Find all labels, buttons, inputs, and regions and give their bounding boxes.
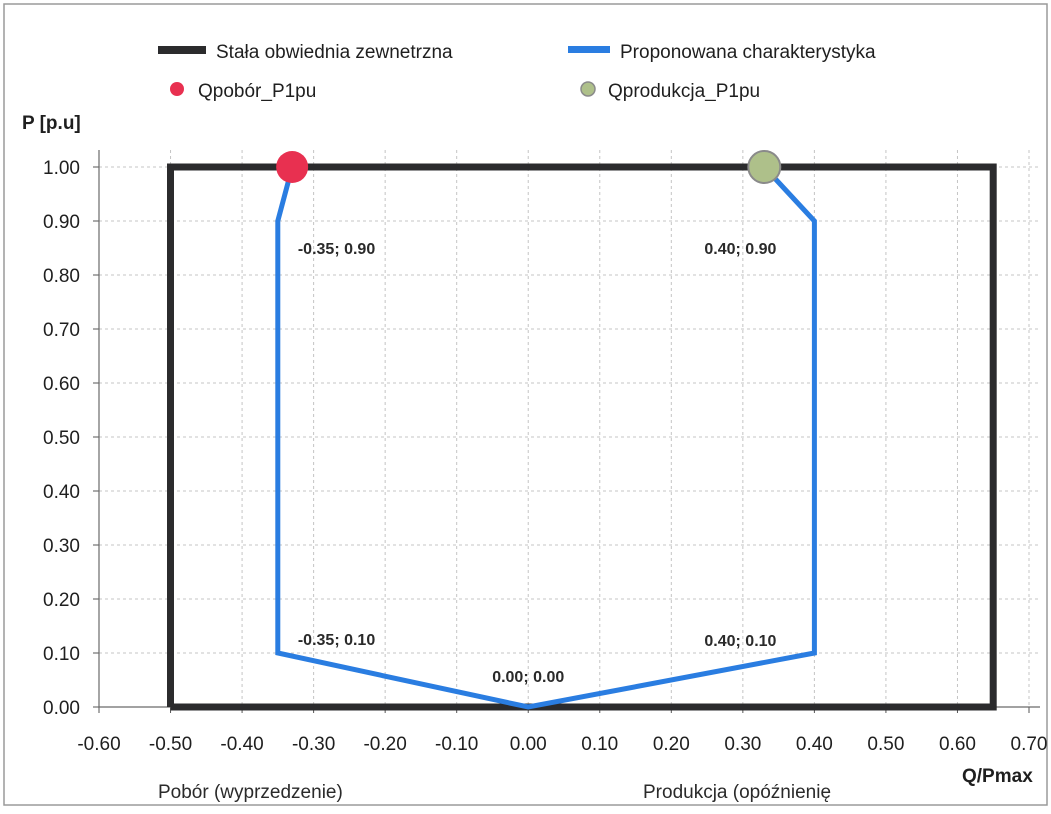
annotation-layer: -0.35; 0.90 0.40; 0.90 -0.35; 0.10 0.40; 0.… <box>298 241 777 686</box>
legend-swatch-proposed <box>568 46 610 53</box>
x-tick-label: 0.50 <box>867 734 904 755</box>
series-layer <box>167 163 997 711</box>
legend-marker-qprodukcja <box>580 81 596 97</box>
legend-marker-qpobor <box>170 82 184 96</box>
y-tick-label: 0.20 <box>43 590 80 611</box>
region-label-right: Produkcja (opóźnienię <box>643 782 831 803</box>
data-label: 0.40; 0.90 <box>704 241 776 258</box>
chart-border <box>3 3 1048 806</box>
x-tick-label: 0.40 <box>796 734 833 755</box>
legend: Stała obwiednia zewnetrzna Proponowana c… <box>158 42 876 102</box>
tick-labels: 0.00 0.10 0.20 0.30 0.40 0.50 0.60 0.70 0.80 0.90… <box>43 158 1047 755</box>
x-tick-label: 0.60 <box>939 734 976 755</box>
y-tick-label: 0.50 <box>43 428 80 449</box>
x-tick-label: -0.50 <box>149 734 192 755</box>
x-tick-label: 0.70 <box>1011 734 1048 755</box>
x-tick-label: -0.40 <box>220 734 263 755</box>
marker-qprodukcja <box>747 150 782 184</box>
data-label: 0.40; 0.10 <box>704 633 776 650</box>
legend-label-qpobor: Qpobór_P1pu <box>198 81 316 102</box>
y-tick-label: 1.00 <box>43 158 80 179</box>
legend-label-envelope: Stała obwiednia zewnetrzna <box>216 42 453 63</box>
proposed-characteristic-line <box>275 165 817 710</box>
legend-swatch-envelope <box>158 46 206 54</box>
x-tick-label: -0.10 <box>435 734 478 755</box>
x-tick-label: 0.30 <box>724 734 761 755</box>
region-label-left: Pobór (wyprzedzenie) <box>158 782 343 803</box>
y-tick-label: 0.60 <box>43 374 80 395</box>
x-tick-label: 0.20 <box>653 734 690 755</box>
envelope-line <box>167 163 997 711</box>
axes <box>93 150 1040 713</box>
x-tick-label: 0.10 <box>581 734 618 755</box>
legend-label-proposed: Proponowana charakterystyka <box>620 42 876 63</box>
legend-label-qprodukcja: Qprodukcja_P1pu <box>608 81 760 102</box>
marker-layer <box>276 150 782 184</box>
y-tick-label: 0.10 <box>43 644 80 665</box>
x-tick-label: 0.00 <box>510 734 547 755</box>
y-tick-label: 0.30 <box>43 536 80 557</box>
y-tick-label: 0.80 <box>43 266 80 287</box>
gridlines <box>99 150 1040 707</box>
x-tick-label: -0.20 <box>363 734 406 755</box>
y-tick-label: 0.40 <box>43 482 80 503</box>
x-tick-label: -0.30 <box>292 734 335 755</box>
marker-qpobor <box>276 151 309 183</box>
x-tick-label: -0.60 <box>77 734 120 755</box>
data-label: 0.00; 0.00 <box>492 669 564 686</box>
x-axis-title: Q/Pmax <box>962 766 1033 787</box>
y-tick-label: 0.70 <box>43 320 80 341</box>
y-tick-label: 0.90 <box>43 212 80 233</box>
data-label: -0.35; 0.90 <box>298 241 375 258</box>
data-label: -0.35; 0.10 <box>298 632 375 649</box>
y-tick-label: 0.00 <box>43 698 80 719</box>
y-axis-title: P [p.u] <box>22 113 81 134</box>
